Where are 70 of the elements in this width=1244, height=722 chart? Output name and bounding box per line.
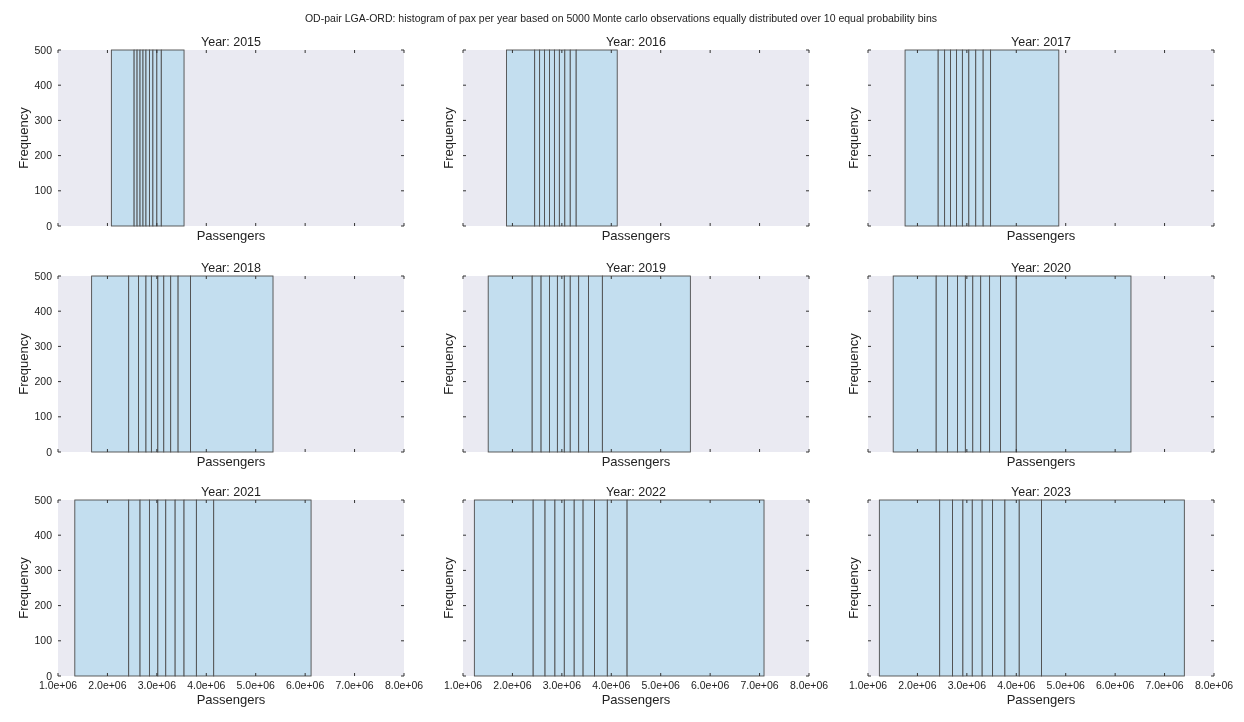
chart-title: Year: 2017 <box>1010 35 1072 49</box>
y-tick-label: 100 <box>34 634 53 647</box>
y-axis-title: Frequency <box>16 332 31 395</box>
x-tick-label: 5.0e+06 <box>1046 679 1085 691</box>
y-tick-label: 0 <box>46 219 53 232</box>
x-tick-label: 4.0e+06 <box>187 679 226 691</box>
chart-title: Year: 2020 <box>1010 261 1072 275</box>
x-tick-label: 7.0e+06 <box>740 679 779 691</box>
chart-title: Year: 2022 <box>605 485 667 499</box>
y-tick-label: 200 <box>34 599 53 612</box>
x-tick-label: 2.0e+06 <box>493 679 532 691</box>
x-tick-label: 2.0e+06 <box>898 679 937 691</box>
y-axis-title: Frequency <box>16 106 31 169</box>
x-tick-label: 8.0e+06 <box>789 679 829 691</box>
x-tick-label: 7.0e+06 <box>1145 679 1184 691</box>
x-tick-label: 7.0e+06 <box>335 679 374 691</box>
y-axis-title: Frequency <box>441 332 456 395</box>
y-axis-title: Frequency <box>16 556 31 619</box>
x-tick-label: 8.0e+06 <box>384 679 424 691</box>
y-axis-title: Frequency <box>441 556 456 619</box>
y-tick-label: 0 <box>46 669 53 682</box>
x-tick-label: 5.0e+06 <box>641 679 680 691</box>
x-tick-label: 3.0e+06 <box>137 679 177 691</box>
chart-title: Year: 2023 <box>1010 485 1072 499</box>
x-tick-label: 8.0e+06 <box>1194 679 1234 691</box>
y-tick-label: 300 <box>34 564 53 577</box>
x-axis-title: Passengers <box>1006 692 1076 707</box>
y-tick-label: 0 <box>46 445 53 458</box>
y-tick-label: 100 <box>34 184 53 197</box>
y-axis-title: Frequency <box>441 106 456 169</box>
x-axis-title: Passengers <box>601 692 671 707</box>
x-axis-title: Passengers <box>1006 228 1076 243</box>
y-tick-label: 200 <box>34 375 53 388</box>
y-tick-label: 300 <box>34 114 53 127</box>
y-tick-label: 500 <box>34 493 53 506</box>
chart-title: Year: 2021 <box>200 485 262 499</box>
y-tick-label: 500 <box>34 269 53 282</box>
x-tick-label: 1.0e+06 <box>443 679 483 691</box>
y-tick-label: 100 <box>34 410 53 423</box>
x-tick-label: 4.0e+06 <box>997 679 1036 691</box>
y-tick-label: 400 <box>34 528 53 541</box>
y-axis-title: Frequency <box>846 106 861 169</box>
x-tick-label: 6.0e+06 <box>691 679 730 691</box>
y-tick-label: 400 <box>34 304 53 317</box>
y-axis-title: Frequency <box>846 556 861 619</box>
text: OD-pair LGA-ORD: histogram of pax per year based on 5000 Monte carlo observations equally distributed over 10 equal probability bins <box>304 12 938 24</box>
y-tick-label: 500 <box>34 43 53 56</box>
x-axis-title: Passengers <box>601 454 671 469</box>
x-tick-label: 2.0e+06 <box>88 679 127 691</box>
x-tick-label: 6.0e+06 <box>1096 679 1135 691</box>
y-axis-title: Frequency <box>846 332 861 395</box>
x-tick-label: 5.0e+06 <box>236 679 275 691</box>
chart-title: Year: 2018 <box>200 261 262 275</box>
x-tick-label: 3.0e+06 <box>947 679 987 691</box>
chart-title: Year: 2019 <box>605 261 667 275</box>
x-tick-label: 1.0e+06 <box>848 679 888 691</box>
x-axis-title: Passengers <box>196 692 266 707</box>
x-tick-label: 4.0e+06 <box>592 679 631 691</box>
x-axis-title: Passengers <box>1006 454 1076 469</box>
chart-title: Year: 2015 <box>200 35 262 49</box>
x-axis-title: Passengers <box>601 228 671 243</box>
x-axis-title: Passengers <box>196 228 266 243</box>
x-tick-label: 6.0e+06 <box>286 679 325 691</box>
chart-title: Year: 2016 <box>605 35 667 49</box>
y-tick-label: 300 <box>34 340 53 353</box>
x-axis-title: Passengers <box>196 454 266 469</box>
x-tick-label: 3.0e+06 <box>542 679 582 691</box>
y-tick-label: 400 <box>34 78 53 91</box>
x-tick-label: 1.0e+06 <box>38 679 78 691</box>
y-tick-label: 200 <box>34 149 53 162</box>
